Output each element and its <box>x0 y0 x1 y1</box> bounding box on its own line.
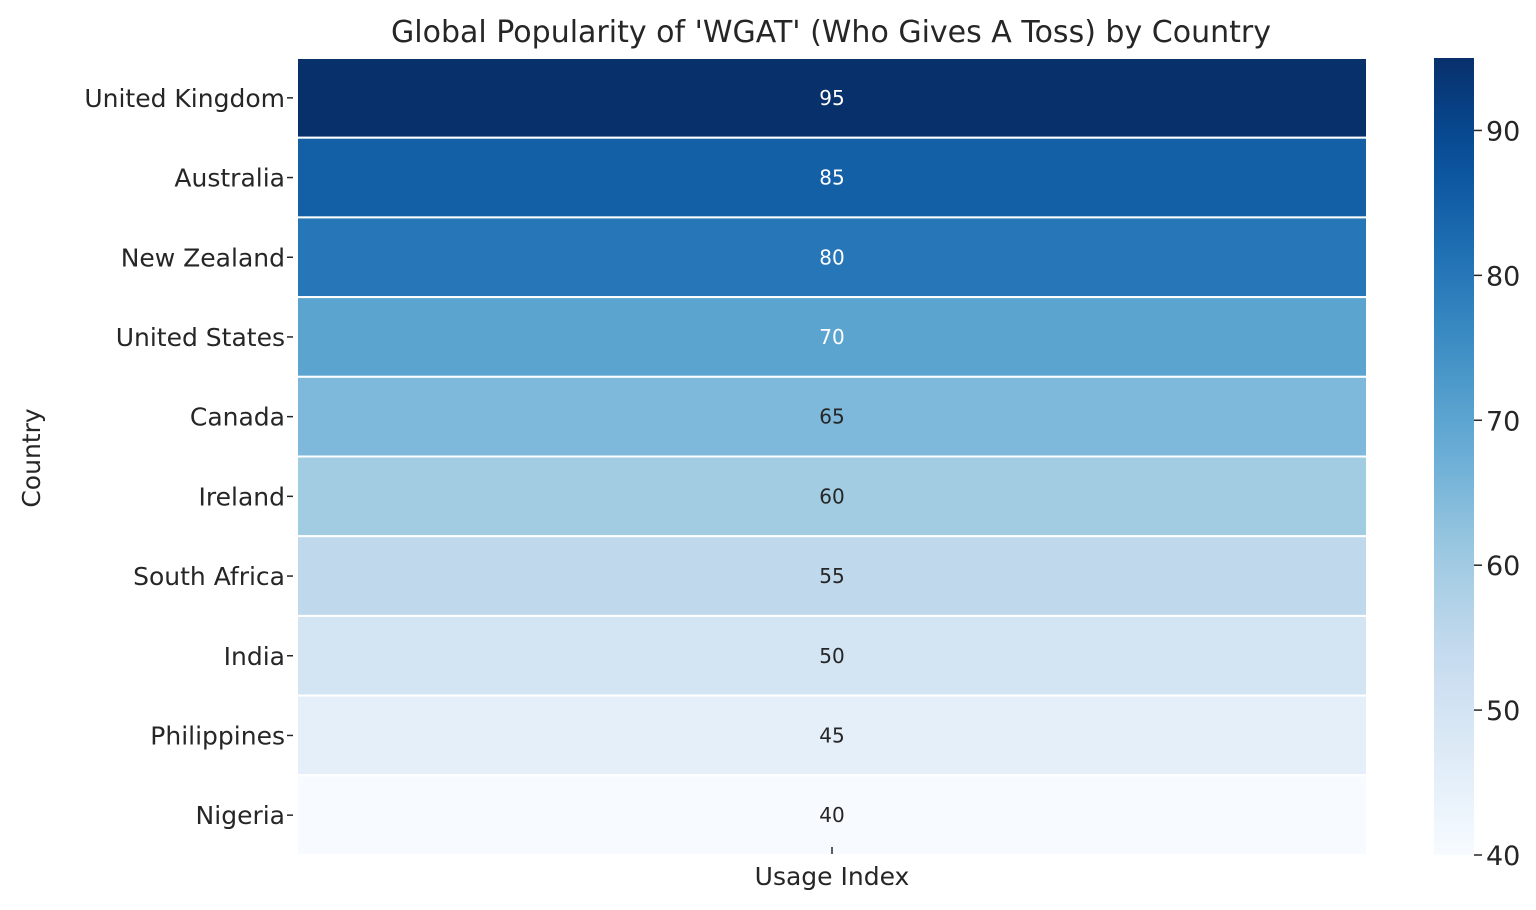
colorbar-tick-label: 90 <box>1486 116 1520 147</box>
y-axis-label: Country <box>17 408 46 508</box>
cell-value-label: 60 <box>819 484 844 508</box>
y-tick-label: India <box>224 642 285 671</box>
chart-title: Global Popularity of 'WGAT' (Who Gives A… <box>391 15 1271 50</box>
heatmap-cell <box>296 296 1368 378</box>
y-tick-label: Ireland <box>199 482 285 511</box>
colorbar-ticks: 40 50 60 70 80 90 <box>1474 116 1520 872</box>
heatmap-cell <box>296 774 1368 856</box>
heatmap-cells <box>296 57 1368 856</box>
cell-value-label: 40 <box>819 803 844 827</box>
heatmap-cell <box>296 57 1368 139</box>
cell-value-label: 80 <box>819 245 844 269</box>
colorbar-tick-label: 80 <box>1486 261 1520 292</box>
y-tick-label: United States <box>116 323 285 352</box>
cell-value-label: 65 <box>819 405 844 429</box>
y-tick-label: United Kingdom <box>84 84 285 113</box>
heatmap-cell <box>296 455 1368 538</box>
y-tick-label: New Zealand <box>121 243 285 272</box>
y-tick-label: Nigeria <box>196 801 285 830</box>
colorbar-gradient <box>1434 58 1474 855</box>
y-tick-label: Australia <box>174 164 285 193</box>
cell-value-label: 55 <box>819 564 844 588</box>
colorbar-tick-label: 40 <box>1486 841 1520 872</box>
colorbar-tick-label: 50 <box>1486 696 1520 727</box>
x-tick-label: Usage Index <box>755 862 910 891</box>
cell-value-labels: 95 85 80 70 65 60 55 50 45 40 <box>819 86 844 827</box>
heatmap-cell <box>296 614 1368 697</box>
colorbar-tick-label: 70 <box>1486 406 1520 437</box>
cell-value-label: 45 <box>819 723 844 747</box>
x-axis-ticks: Usage Index <box>755 847 910 891</box>
cell-value-label: 85 <box>819 166 844 190</box>
cell-value-label: 50 <box>819 644 844 668</box>
heatmap-cell <box>296 136 1368 219</box>
y-tick-label: Philippines <box>150 721 285 750</box>
cell-value-label: 70 <box>819 325 844 349</box>
colorbar: 40 50 60 70 80 90 <box>1434 58 1520 872</box>
y-tick-label: South Africa <box>133 562 285 591</box>
colorbar-tick-label: 60 <box>1486 551 1520 582</box>
y-axis-ticks: United Kingdom Australia New Zealand United… <box>84 84 293 830</box>
heatmap-cell <box>296 216 1368 299</box>
y-tick-label: Canada <box>190 403 285 432</box>
cell-value-label: 95 <box>819 86 844 110</box>
heatmap-cell <box>296 375 1368 458</box>
